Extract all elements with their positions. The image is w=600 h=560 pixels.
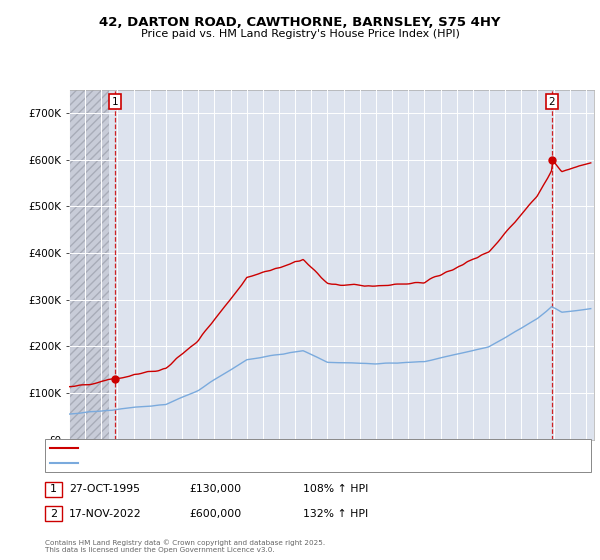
Text: 1: 1 <box>112 97 118 107</box>
Text: 132% ↑ HPI: 132% ↑ HPI <box>303 508 368 519</box>
Text: Price paid vs. HM Land Registry's House Price Index (HPI): Price paid vs. HM Land Registry's House … <box>140 29 460 39</box>
Text: 1: 1 <box>50 484 57 494</box>
Text: 108% ↑ HPI: 108% ↑ HPI <box>303 484 368 494</box>
Bar <box>69 90 109 440</box>
Text: 2: 2 <box>548 97 555 107</box>
Bar <box>69 90 109 440</box>
Text: 27-OCT-1995: 27-OCT-1995 <box>69 484 140 494</box>
Text: Contains HM Land Registry data © Crown copyright and database right 2025.
This d: Contains HM Land Registry data © Crown c… <box>45 539 325 553</box>
Text: 17-NOV-2022: 17-NOV-2022 <box>69 508 142 519</box>
Text: HPI: Average price, detached house, Barnsley: HPI: Average price, detached house, Barn… <box>83 458 289 467</box>
Text: 42, DARTON ROAD, CAWTHORNE, BARNSLEY, S75 4HY (detached house): 42, DARTON ROAD, CAWTHORNE, BARNSLEY, S7… <box>83 444 409 452</box>
Text: 2: 2 <box>50 508 57 519</box>
Text: 42, DARTON ROAD, CAWTHORNE, BARNSLEY, S75 4HY: 42, DARTON ROAD, CAWTHORNE, BARNSLEY, S7… <box>99 16 501 29</box>
Text: £600,000: £600,000 <box>189 508 241 519</box>
Text: £130,000: £130,000 <box>189 484 241 494</box>
